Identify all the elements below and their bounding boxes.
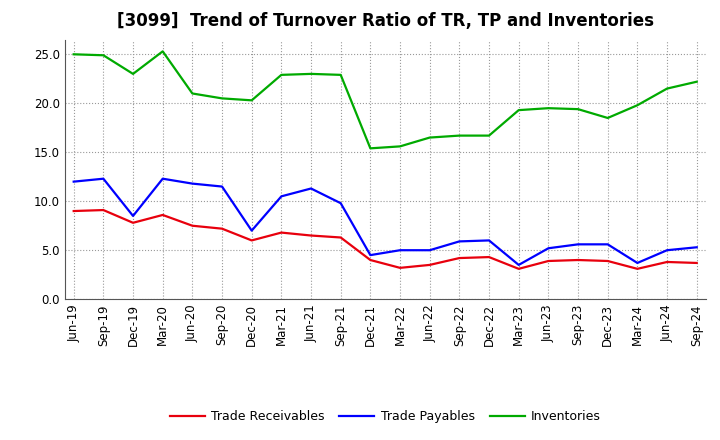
Trade Payables (99, 176, 108, 181)
Trade Receivables (544, 258, 553, 264)
Inventories (693, 79, 701, 84)
Trade Payables (514, 262, 523, 268)
Trade Payables (485, 238, 493, 243)
Trade Receivables (662, 259, 671, 264)
Trade Payables (396, 248, 405, 253)
Trade Receivables (574, 257, 582, 263)
Inventories (158, 49, 167, 54)
Trade Payables (217, 184, 226, 189)
Line: Trade Receivables: Trade Receivables (73, 210, 697, 269)
Trade Payables (307, 186, 315, 191)
Trade Payables (248, 228, 256, 233)
Title: [3099]  Trend of Turnover Ratio of TR, TP and Inventories: [3099] Trend of Turnover Ratio of TR, TP… (117, 12, 654, 30)
Inventories (336, 72, 345, 77)
Inventories (366, 146, 374, 151)
Inventories (217, 96, 226, 101)
Inventories (396, 144, 405, 149)
Trade Receivables (99, 207, 108, 213)
Line: Inventories: Inventories (73, 51, 697, 148)
Inventories (455, 133, 464, 138)
Inventories (662, 86, 671, 91)
Trade Receivables (485, 254, 493, 260)
Inventories (188, 91, 197, 96)
Trade Payables (693, 245, 701, 250)
Trade Receivables (455, 255, 464, 260)
Inventories (248, 98, 256, 103)
Inventories (574, 106, 582, 112)
Inventories (129, 71, 138, 77)
Trade Receivables (277, 230, 286, 235)
Legend: Trade Receivables, Trade Payables, Inventories: Trade Receivables, Trade Payables, Inven… (165, 405, 606, 428)
Trade Payables (366, 253, 374, 258)
Trade Receivables (633, 266, 642, 271)
Inventories (544, 106, 553, 111)
Line: Trade Payables: Trade Payables (73, 179, 697, 265)
Inventories (485, 133, 493, 138)
Trade Receivables (366, 257, 374, 263)
Trade Payables (662, 248, 671, 253)
Trade Payables (188, 181, 197, 186)
Trade Payables (603, 242, 612, 247)
Trade Receivables (158, 213, 167, 218)
Trade Payables (544, 246, 553, 251)
Trade Payables (336, 201, 345, 206)
Trade Receivables (603, 258, 612, 264)
Trade Payables (574, 242, 582, 247)
Trade Receivables (69, 209, 78, 214)
Inventories (426, 135, 434, 140)
Trade Receivables (514, 266, 523, 271)
Trade Receivables (188, 223, 197, 228)
Trade Receivables (129, 220, 138, 225)
Trade Receivables (336, 235, 345, 240)
Inventories (277, 72, 286, 77)
Trade Payables (158, 176, 167, 181)
Trade Payables (69, 179, 78, 184)
Inventories (307, 71, 315, 77)
Trade Receivables (693, 260, 701, 266)
Inventories (99, 53, 108, 58)
Trade Payables (129, 213, 138, 219)
Trade Payables (426, 248, 434, 253)
Inventories (514, 107, 523, 113)
Trade Payables (633, 260, 642, 266)
Inventories (633, 103, 642, 108)
Inventories (69, 51, 78, 57)
Trade Payables (455, 239, 464, 244)
Trade Receivables (426, 262, 434, 268)
Trade Receivables (396, 265, 405, 271)
Trade Payables (277, 194, 286, 199)
Trade Receivables (248, 238, 256, 243)
Inventories (603, 115, 612, 121)
Trade Receivables (307, 233, 315, 238)
Trade Receivables (217, 226, 226, 231)
